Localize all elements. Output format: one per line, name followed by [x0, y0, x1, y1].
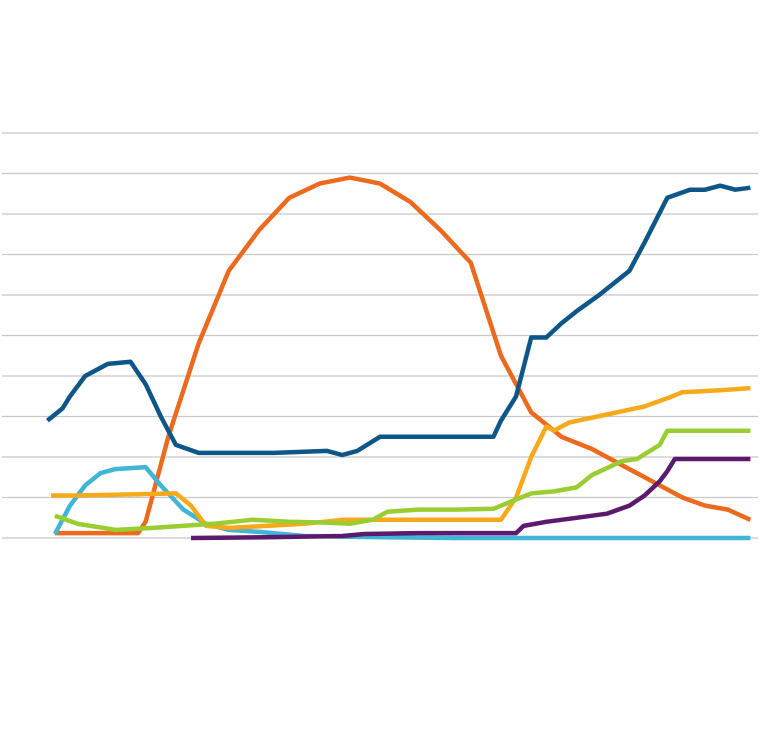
series-line-5	[54, 428, 751, 533]
series-1	[54, 175, 752, 536]
series-line-2	[45, 183, 751, 458]
series-line-4	[51, 385, 751, 531]
series-6	[190, 456, 751, 541]
series-line-6	[190, 456, 751, 541]
series-5	[54, 428, 751, 533]
series-4	[51, 385, 751, 531]
gridlines	[2, 132, 758, 539]
series-group	[45, 175, 752, 541]
series-line-1	[54, 175, 752, 536]
series-2	[45, 183, 751, 458]
